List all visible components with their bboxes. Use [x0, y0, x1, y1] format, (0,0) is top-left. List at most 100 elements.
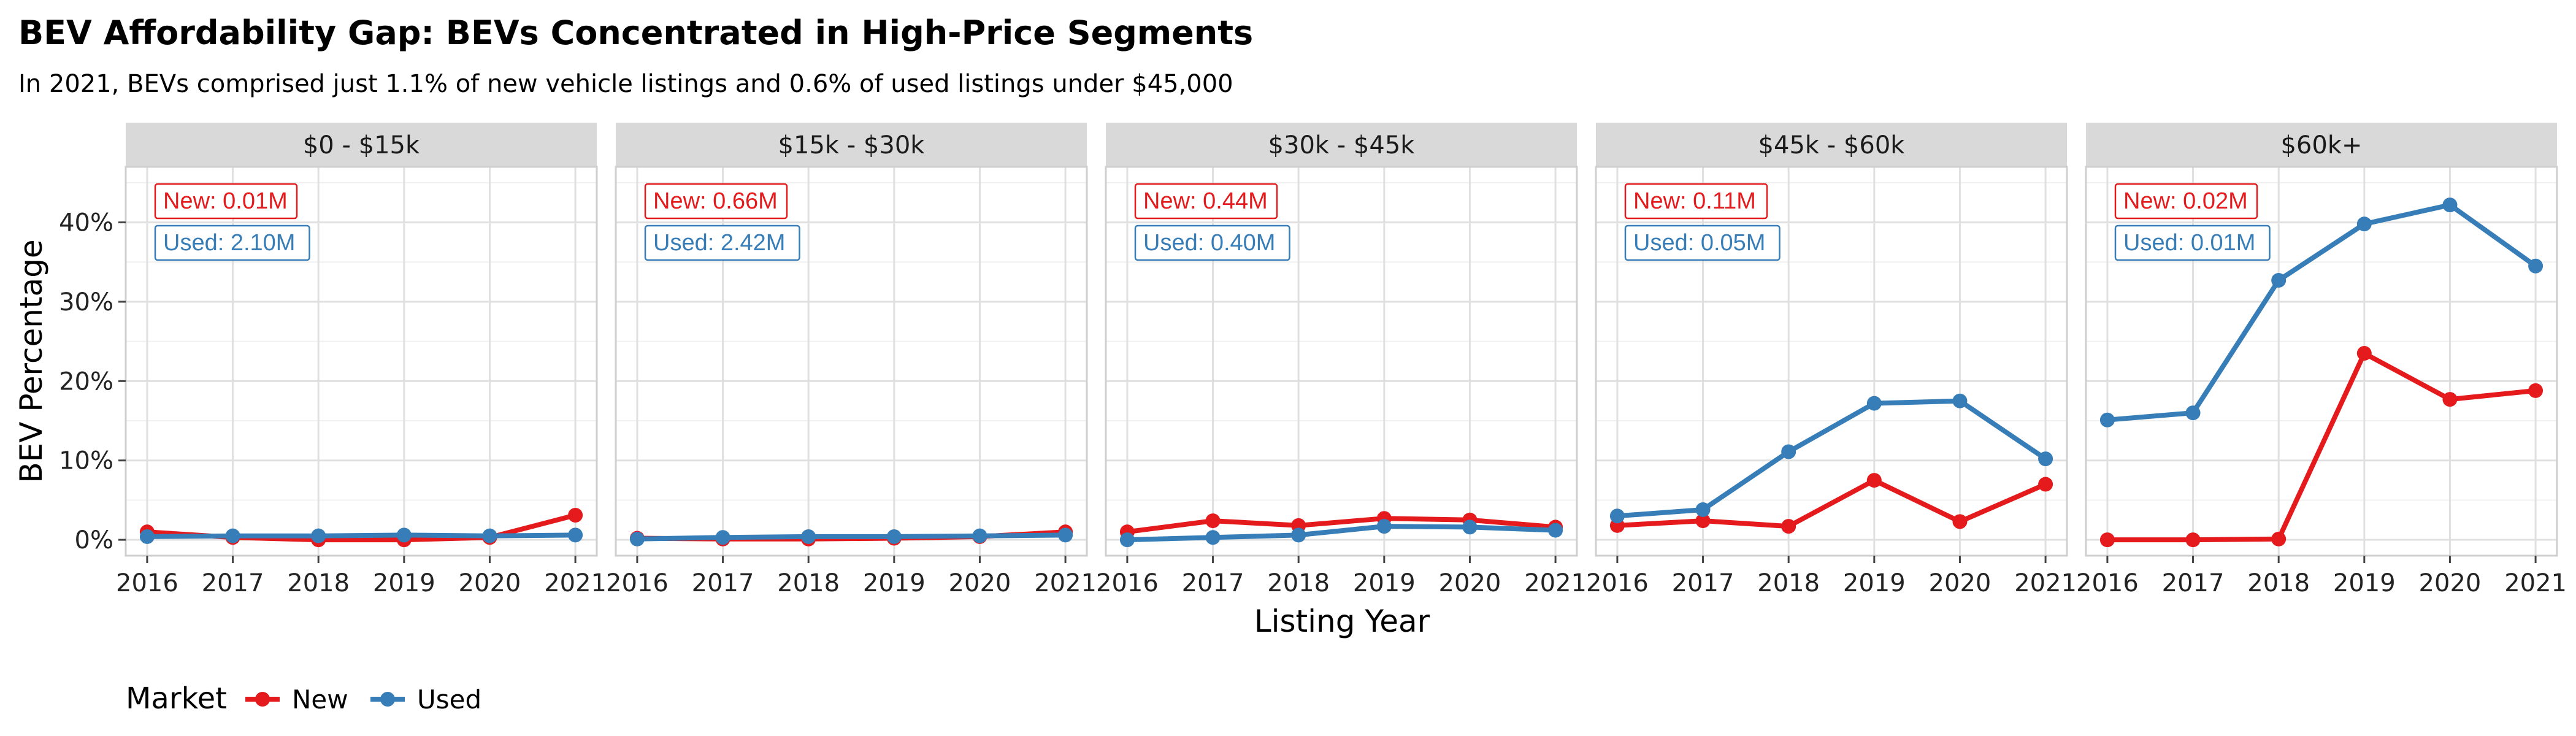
data-point-used — [1609, 508, 1625, 524]
annotation-box — [154, 183, 298, 220]
x-tick-label: 2018 — [2247, 569, 2310, 597]
panel-border — [1105, 166, 1578, 557]
annotation-label: Used: 0.05M — [1633, 230, 1765, 256]
chart-title: BEV Affordability Gap: BEVs Concentrated… — [18, 13, 1253, 52]
data-point-used — [1119, 532, 1135, 548]
panel-border — [2085, 166, 2558, 557]
data-point-used — [1866, 396, 1882, 411]
legend: Market New Used — [126, 681, 481, 716]
data-point-used — [482, 528, 497, 543]
data-point-used — [2356, 217, 2372, 232]
y-tick-label: 40% — [59, 209, 113, 237]
x-tick-label: 2017 — [1672, 569, 1735, 597]
facet-panel: $45k - $60k 2016 2017 2018 2019 2020 2021 New: … — [1586, 123, 2077, 597]
facet-strip — [1596, 123, 2067, 167]
series-line-used — [1124, 524, 1558, 543]
data-point-used — [629, 531, 645, 546]
x-axis-title: Listing Year — [1254, 604, 1430, 639]
x-tick-label: 2019 — [1353, 569, 1416, 597]
data-point-used — [1952, 393, 1968, 408]
x-tick-label: 2021 — [1034, 569, 1097, 597]
chart-subtitle: In 2021, BEVs comprised just 1.1% of new… — [18, 70, 1233, 98]
legend-entry-label: Used — [417, 684, 481, 715]
data-point-used — [311, 528, 326, 543]
data-point-used — [396, 527, 412, 543]
series-line-new — [1614, 478, 2049, 529]
data-point-new — [1695, 513, 1711, 529]
annotation-label: New: 0.44M — [1143, 188, 1268, 214]
data-point-new — [2185, 532, 2201, 548]
x-tick-label: 2017 — [2162, 569, 2225, 597]
data-point-new — [2356, 346, 2372, 361]
x-tick-label: 2019 — [1843, 569, 1906, 597]
legend-entry-label: New — [292, 684, 348, 715]
data-point-used — [1205, 530, 1221, 545]
annotation-box — [1134, 224, 1290, 261]
annotation-label: New: 0.66M — [653, 188, 778, 214]
data-point-used — [1781, 444, 1796, 459]
annotation-label: Used: 2.42M — [653, 230, 785, 256]
annotation-label: New: 0.01M — [163, 188, 288, 214]
x-tick-label: 2021 — [2014, 569, 2077, 597]
x-tick-label: 2016 — [2076, 569, 2139, 597]
data-point-new — [1952, 514, 1968, 529]
x-tick-label: 2017 — [202, 569, 264, 597]
x-tick-label: 2017 — [1182, 569, 1244, 597]
annotation-box — [644, 224, 800, 261]
annotation-box — [1134, 183, 1278, 220]
facet-panel: $60k+ 2016 2017 2018 2019 2020 2021 New: 0.02M U… — [2076, 123, 2567, 597]
x-tick-label: 2016 — [1096, 569, 1159, 597]
annotation-box — [1624, 183, 1768, 220]
y-axis-title: BEV Percentage — [13, 239, 49, 483]
panel-border — [125, 166, 598, 557]
facet-strip — [1106, 123, 1577, 167]
data-point-used — [801, 529, 816, 544]
facet-panel: $30k - $45k 2016 2017 2018 2019 2020 2021 New: … — [1096, 123, 1587, 597]
data-point-used — [886, 529, 902, 544]
data-point-new — [2038, 477, 2053, 492]
x-tick-label: 2018 — [287, 569, 350, 597]
data-point-new — [2099, 532, 2115, 548]
legend-key-point — [380, 692, 395, 707]
data-point-new — [2442, 392, 2458, 407]
annotation-label: Used: 0.01M — [2123, 230, 2255, 256]
annotation-box — [644, 183, 788, 220]
facet-strip-label: $60k+ — [2280, 131, 2362, 159]
annotation-box — [154, 224, 310, 261]
x-tick-label: 2019 — [2333, 569, 2396, 597]
data-point-new — [2271, 531, 2287, 546]
data-point-used — [1376, 519, 1392, 534]
series-line-new — [2104, 351, 2539, 543]
annotation-label: Used: 2.10M — [163, 230, 295, 256]
x-tick-label: 2018 — [1267, 569, 1330, 597]
data-point-used — [2442, 197, 2458, 213]
data-point-used — [1058, 527, 1073, 543]
x-tick-label: 2021 — [1524, 569, 1587, 597]
data-point-new — [568, 508, 583, 523]
data-point-used — [1291, 527, 1306, 543]
data-point-new — [1866, 473, 1882, 488]
x-tick-label: 2016 — [606, 569, 669, 597]
data-point-used — [139, 529, 155, 544]
x-tick-label: 2021 — [2504, 569, 2567, 597]
x-tick-label: 2017 — [692, 569, 754, 597]
data-point-new — [1781, 519, 1796, 534]
x-tick-label: 2020 — [2419, 569, 2482, 597]
y-tick-label: 30% — [59, 288, 113, 316]
x-tick-label: 2020 — [1439, 569, 1501, 597]
facet-strip — [126, 123, 597, 167]
y-tick-label: 0% — [75, 526, 113, 554]
facet-strip-label: $45k - $60k — [1758, 131, 1906, 159]
data-point-used — [2185, 405, 2201, 421]
facet-panel: $0 - $15k 2016 2017 2018 2019 2020 2021 0% 10% 20… — [59, 123, 607, 597]
x-tick-label: 2020 — [949, 569, 1011, 597]
x-tick-label: 2019 — [373, 569, 435, 597]
x-tick-label: 2020 — [459, 569, 521, 597]
data-point-new — [2528, 383, 2543, 398]
annotation-box — [2114, 183, 2258, 220]
facet-strip — [616, 123, 1087, 167]
x-tick-label: 2019 — [863, 569, 926, 597]
series-line-used — [2104, 202, 2539, 423]
legend-title: Market — [126, 681, 227, 716]
y-tick-label: 10% — [59, 447, 113, 475]
